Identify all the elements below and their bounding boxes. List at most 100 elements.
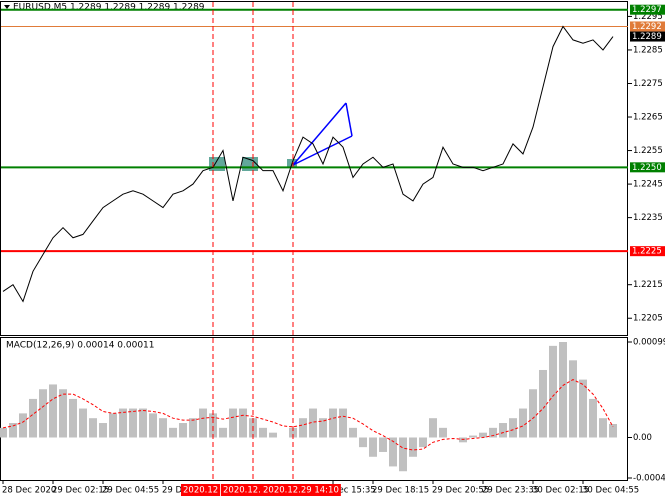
macd-bar bbox=[229, 408, 237, 438]
macd-bar bbox=[559, 342, 567, 438]
level-label-bg bbox=[630, 4, 665, 15]
macd-bar bbox=[539, 369, 547, 438]
macd-bar bbox=[269, 432, 277, 438]
macd-bar bbox=[589, 398, 597, 438]
macd-bar bbox=[579, 379, 587, 438]
macd-bar bbox=[369, 437, 377, 457]
macd-bar bbox=[339, 408, 347, 438]
macd-bar bbox=[529, 389, 537, 438]
level-label-bg bbox=[630, 246, 665, 257]
x-tick-label: 29 Dec 02:15 bbox=[52, 486, 109, 496]
macd-bar bbox=[419, 437, 427, 448]
vertical-marker-label: 2020.12.29 14:10 bbox=[263, 486, 339, 496]
macd-bar bbox=[89, 418, 97, 438]
vertical-marker-label: 2020.12 bbox=[183, 486, 218, 496]
macd-bar bbox=[329, 408, 337, 438]
trend-line bbox=[345, 102, 353, 137]
macd-bar bbox=[489, 427, 497, 438]
macd-bar bbox=[139, 408, 147, 438]
macd-bar bbox=[59, 389, 67, 438]
macd-bar bbox=[49, 384, 57, 438]
current-price-label: 1.2289 bbox=[632, 32, 662, 42]
x-tick-label: 30 Dec 02:15 bbox=[532, 486, 589, 496]
signal-box bbox=[209, 157, 225, 171]
x-tick-label: 29 Dec 20:55 bbox=[432, 486, 489, 496]
x-tick-label: Dec 15:35 bbox=[332, 486, 376, 496]
macd-bar bbox=[359, 437, 367, 448]
macd-bar bbox=[179, 423, 187, 438]
macd-bar bbox=[549, 345, 557, 438]
macd-bar bbox=[519, 408, 527, 438]
y-tick-label: 0.00 bbox=[633, 433, 652, 443]
macd-bar bbox=[199, 408, 207, 438]
macd-bar bbox=[479, 432, 487, 438]
macd-bar bbox=[429, 418, 437, 438]
level-label-bg bbox=[630, 21, 665, 32]
macd-bar bbox=[39, 389, 47, 438]
level-label: 1.2297 bbox=[632, 5, 662, 15]
macd-bar bbox=[289, 427, 297, 438]
macd-bar bbox=[599, 418, 607, 438]
macd-bar bbox=[209, 413, 217, 438]
current-price-bg bbox=[630, 31, 665, 42]
x-tick-label: 28 Dec 2020 bbox=[2, 486, 56, 496]
macd-bar bbox=[569, 360, 577, 438]
price-panel bbox=[0, 1, 628, 336]
macd-bar bbox=[99, 423, 107, 438]
chart-title: EURUSD,M5 1.2289 1.2289 1.2289 1.2289 bbox=[13, 3, 205, 13]
macd-bar bbox=[379, 437, 387, 452]
macd-bar bbox=[499, 423, 507, 438]
y-tick-label: 1.2215 bbox=[633, 280, 663, 290]
level-label: 1.2225 bbox=[632, 247, 662, 257]
macd-bar bbox=[9, 423, 17, 438]
y-tick-label: 0.00099 bbox=[633, 338, 665, 348]
y-tick-label: 1.2235 bbox=[633, 213, 663, 223]
macd-panel bbox=[0, 337, 628, 481]
macd-bar bbox=[119, 408, 127, 438]
macd-bar bbox=[239, 408, 247, 438]
vertical-marker-label-bg bbox=[261, 484, 341, 496]
y-tick-label: 1.2285 bbox=[633, 45, 663, 55]
macd-bar bbox=[29, 398, 37, 438]
macd-bar bbox=[219, 427, 227, 438]
trend-line bbox=[292, 135, 353, 166]
y-tick-label: 1.2295 bbox=[633, 12, 663, 22]
menu-triangle bbox=[4, 5, 10, 9]
vertical-marker-label-bg bbox=[221, 484, 274, 496]
price-line bbox=[2, 25, 614, 303]
y-tick-label: 1.2265 bbox=[633, 113, 663, 123]
vertical-marker-label: 2020.12.29 bbox=[223, 486, 272, 496]
signal-line bbox=[2, 379, 614, 451]
x-tick-label: 29 Dec 23:35 bbox=[482, 486, 539, 496]
macd-bar bbox=[159, 418, 167, 438]
x-tick-label: 30 Dec 04:55 bbox=[582, 486, 639, 496]
trend-line bbox=[292, 102, 347, 166]
y-tick-label: 1.2245 bbox=[633, 180, 663, 190]
macd-bar bbox=[309, 408, 317, 438]
macd-bar bbox=[79, 408, 87, 438]
y-tick-label: 1.2255 bbox=[633, 146, 663, 156]
macd-bar bbox=[259, 427, 267, 438]
macd-bar bbox=[439, 427, 447, 438]
macd-bar bbox=[509, 418, 517, 438]
macd-title: MACD(12,26,9) 0.00014 0.00011 bbox=[6, 341, 155, 351]
x-tick-label: 29 Dec bbox=[162, 486, 192, 496]
macd-bar bbox=[319, 418, 327, 438]
macd-bar bbox=[149, 413, 157, 438]
macd-bar bbox=[129, 408, 137, 438]
macd-bar bbox=[169, 427, 177, 438]
x-tick-label: 29 Dec 04:55 bbox=[102, 486, 159, 496]
macd-bar bbox=[19, 413, 27, 438]
x-tick-label: 29 Dec 18:15 bbox=[372, 486, 429, 496]
y-tick-label: 1.2275 bbox=[633, 79, 663, 89]
macd-bar bbox=[399, 437, 407, 472]
macd-bar bbox=[0, 427, 7, 438]
macd-bar bbox=[109, 413, 117, 438]
macd-bar bbox=[349, 427, 357, 438]
level-label-bg bbox=[630, 162, 665, 173]
y-tick-label: 1.2205 bbox=[633, 314, 663, 324]
macd-bar bbox=[389, 437, 397, 467]
macd-bar bbox=[469, 435, 477, 438]
level-label: 1.2292 bbox=[632, 22, 662, 32]
